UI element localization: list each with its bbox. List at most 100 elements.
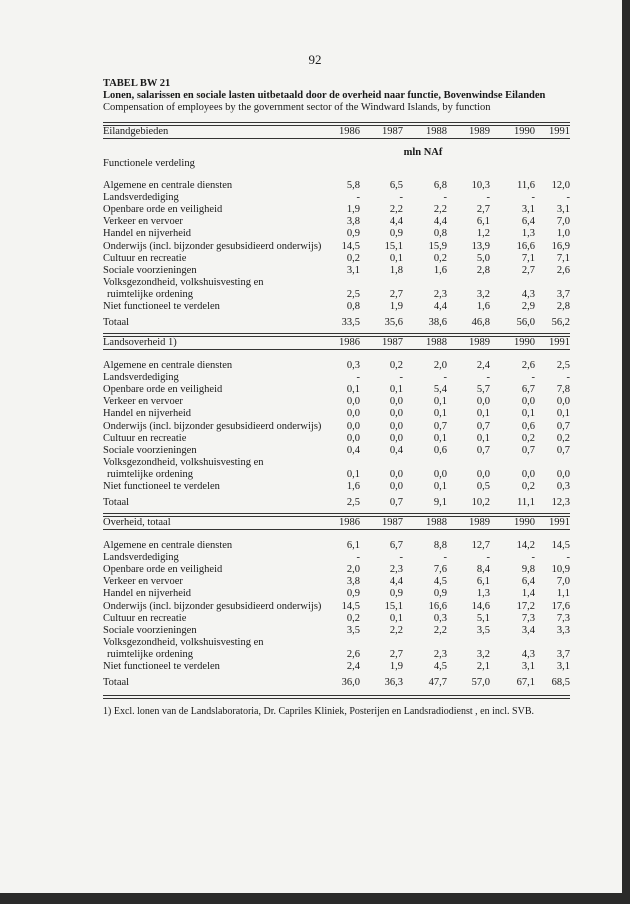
cell-value: 0,7 [556, 420, 570, 432]
cell-value: 2,3 [433, 288, 447, 300]
cell-value: 0,0 [476, 468, 490, 480]
cell-value: 0,1 [433, 396, 447, 408]
cell-value: 0,4 [389, 444, 403, 456]
cell-value: 3,5 [476, 624, 490, 636]
cell-value: 0,3 [556, 481, 570, 492]
cell-value: 2,2 [433, 204, 447, 216]
cell-value: 2,3 [433, 648, 447, 660]
cell-value: - [356, 192, 361, 204]
row-label: Functionele verdeling [103, 158, 195, 169]
cell-value: 1,8 [389, 264, 403, 276]
top-rule [103, 122, 570, 126]
cell-value: 10,2 [471, 497, 490, 509]
cell-value: 0,7 [476, 444, 490, 456]
cell-value: 1,9 [389, 301, 403, 312]
cell-value: 1988 [426, 126, 447, 137]
table-title-dutch: Lonen, salarissen en sociale lasten uitb… [103, 90, 546, 101]
cell-value: 0,1 [346, 468, 360, 480]
row-label: Cultuur en recreatie [103, 252, 187, 264]
cell-value: 7,8 [556, 384, 570, 396]
top-rule [103, 333, 570, 337]
cell-value: 17,6 [551, 600, 570, 612]
table-row: Onderwijs (incl. bijzonder gesubsidieerd… [103, 421, 570, 433]
row-label: Eilandgebieden [103, 126, 169, 137]
cell-value: 1,3 [476, 588, 490, 600]
cell-value: 3,4 [521, 624, 535, 636]
cell-value: 0,8 [433, 228, 447, 240]
cell-value: 0,1 [556, 408, 570, 420]
cell-value: - [399, 552, 404, 564]
cell-value: 2,8 [476, 264, 490, 276]
cell-value: 1,4 [521, 588, 535, 600]
cell-value: 0,6 [521, 420, 535, 432]
cell-value: 2,6 [556, 264, 570, 276]
cell-value: 0,0 [389, 408, 403, 420]
table-row: Handel en nijverheid 0,9 0,9 0,9 1,3 1,4 1,1 [103, 588, 570, 600]
row-label: Niet functioneel te verdelen [103, 301, 220, 312]
cell-value: 5,7 [476, 384, 490, 396]
cell-value: 2,6 [346, 648, 360, 660]
row-label: ruimtelijke ordening [107, 648, 194, 660]
cell-value: 1,6 [476, 301, 490, 312]
row-label: Overheid, totaal [103, 517, 171, 528]
cell-value: 0,2 [389, 360, 403, 371]
cell-value: 2,8 [556, 301, 570, 312]
cell-value: 4,5 [433, 576, 447, 588]
table-row: Landsverdediging - - - - - - [103, 192, 570, 204]
cell-value: 7,6 [433, 564, 447, 576]
cell-value: - [566, 552, 571, 564]
cell-value: 1987 [382, 337, 403, 348]
cell-value: 10,9 [551, 564, 570, 576]
cell-value: 1990 [514, 517, 535, 528]
cell-value: 2,1 [476, 661, 490, 672]
cell-value: 56,0 [516, 317, 535, 329]
row-label: ruimtelijke ordening [107, 288, 194, 300]
cell-value: 2,3 [389, 564, 403, 576]
cell-value: 3,1 [556, 661, 570, 672]
row-label: Sociale voorzieningen [103, 444, 197, 456]
cell-value: - [486, 192, 491, 204]
cell-value: 1986 [339, 517, 360, 528]
cell-value: 6,1 [476, 576, 490, 588]
cell-value: 1988 [426, 337, 447, 348]
cell-value: 7,3 [521, 612, 535, 624]
cell-value: 1,1 [556, 588, 570, 600]
cell-value: 57,0 [471, 677, 490, 689]
cell-value: 0,4 [346, 444, 360, 456]
table-row: Niet functioneel te verdelen 2,4 1,9 4,5 2,1… [103, 661, 570, 673]
cell-value: - [443, 552, 448, 564]
cell-value: 0,2 [433, 252, 447, 264]
cell-value: 0,1 [476, 432, 490, 444]
cell-value: 0,8 [346, 301, 360, 312]
cell-value: 0,5 [476, 481, 490, 492]
row-label: Niet functioneel te verdelen [103, 661, 220, 672]
cell-value: 0,1 [346, 384, 360, 396]
cell-value: 2,0 [346, 564, 360, 576]
bottom-rule [103, 695, 570, 700]
row-label: Onderwijs (incl. bijzonder gesubsidieerd… [103, 600, 322, 612]
document-page [0, 0, 622, 893]
table-row: Landsverdediging - - - - - - [103, 372, 570, 384]
cell-value: 9,8 [521, 564, 535, 576]
cell-value: 7,1 [521, 252, 535, 264]
cell-value: 0,2 [556, 432, 570, 444]
cell-value: 7,3 [556, 612, 570, 624]
cell-value: - [356, 552, 361, 564]
cell-value: 10,3 [471, 180, 490, 191]
cell-value: 7,1 [556, 252, 570, 264]
row-label: Landsverdediging [103, 372, 179, 384]
cell-value: 0,0 [521, 396, 535, 408]
cell-value: 7,0 [556, 576, 570, 588]
cell-value: 2,2 [389, 204, 403, 216]
table-section: Overheid, totaal 1986 1987 1988 1989 1990 1991… [103, 513, 570, 713]
row-label: Landsoverheid 1) [103, 337, 177, 348]
cell-value: 0,7 [521, 444, 535, 456]
cell-value: 3,8 [346, 576, 360, 588]
row-label: Handel en nijverheid [103, 588, 192, 600]
table-row: ruimtelijke ordening 2,5 2,7 2,3 3,2 4,3 3,7 [103, 289, 570, 301]
cell-value: 2,7 [521, 264, 535, 276]
row-label: Onderwijs (incl. bijzonder gesubsidieerd… [103, 240, 322, 252]
cell-value: 3,1 [521, 204, 535, 216]
cell-value: 2,2 [389, 624, 403, 636]
column-header-row: Overheid, totaal 1986 1987 1988 1989 1990 1991 [103, 517, 570, 529]
